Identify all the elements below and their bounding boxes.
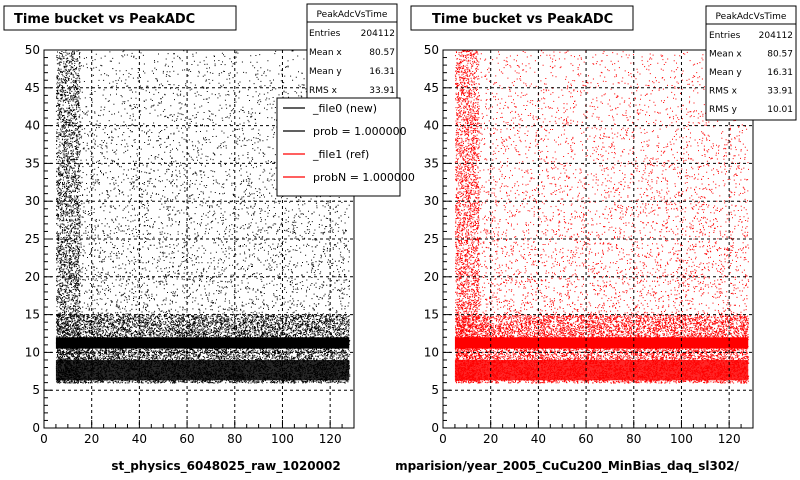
stats-row-value: 33.91 <box>767 87 793 97</box>
y-tick-label: 20 <box>424 270 439 284</box>
legend-entries: _file0 (new) prob = 1.000000 _file1 (ref) p… <box>283 102 415 184</box>
stats-row-label: RMS y <box>709 105 738 115</box>
y-tick-label: 15 <box>25 308 40 322</box>
x-tick-label: 40 <box>531 432 546 446</box>
stats-row-value: 204112 <box>361 29 395 39</box>
stats-row-label: Entries <box>709 31 741 41</box>
y-tick-label: 0 <box>32 421 40 435</box>
stats-row-label: Entries <box>309 29 341 39</box>
stats-row-value: 16.31 <box>369 67 395 77</box>
x-tick-label: 60 <box>578 432 593 446</box>
scatter-dense-band <box>454 337 749 349</box>
scatter-point-cloud <box>454 50 750 384</box>
y-tick-label: 45 <box>424 81 439 95</box>
left-stats-rows: Entries 204112 Mean x 80.57 Mean y 16.31 RMS x… <box>309 29 395 96</box>
x-tick-label: 60 <box>179 432 194 446</box>
x-tick-label: 20 <box>84 432 99 446</box>
right-y-ticks: 0 5 10 15 20 25 30 35 40 45 50 <box>424 43 451 435</box>
y-tick-label: 40 <box>25 119 40 133</box>
y-tick-label: 20 <box>25 270 40 284</box>
y-tick-label: 50 <box>424 43 439 57</box>
left-scatter-points <box>55 50 351 384</box>
legend-box: _file0 (new) prob = 1.000000 _file1 (ref) p… <box>276 97 415 197</box>
stats-row-label: Mean x <box>309 48 342 58</box>
x-tick-label: 80 <box>227 432 242 446</box>
y-tick-label: 30 <box>25 194 40 208</box>
y-tick-label: 25 <box>424 232 439 246</box>
y-tick-label: 35 <box>25 156 40 170</box>
stats-row-label: RMS x <box>309 86 338 96</box>
x-tick-label: 120 <box>718 432 741 446</box>
y-tick-label: 30 <box>424 194 439 208</box>
y-tick-label: 5 <box>32 383 40 397</box>
stats-row-label: Mean x <box>709 50 742 60</box>
stats-row-value: 33.91 <box>369 86 395 96</box>
x-tick-label: 20 <box>483 432 498 446</box>
right-x-ticks: 0 20 40 60 80 100 120 <box>439 420 742 446</box>
left-stats-title: PeakAdcVsTime <box>317 10 388 20</box>
y-tick-label: 35 <box>424 156 439 170</box>
x-tick-label: 100 <box>670 432 693 446</box>
stats-row-label: Mean y <box>709 68 742 78</box>
right-stats-box: PeakAdcVsTime Entries 204112 Mean x 80.57 Me… <box>705 5 797 121</box>
right-chart-title: Time bucket vs PeakADC <box>432 12 613 27</box>
stats-row-value: 80.57 <box>767 50 793 60</box>
right-scatter-points <box>454 50 750 384</box>
x-tick-label: 80 <box>626 432 641 446</box>
y-tick-label: 50 <box>25 43 40 57</box>
stats-row-value: 10.01 <box>767 105 793 115</box>
y-tick-label: 15 <box>424 308 439 322</box>
right-grid <box>443 50 753 428</box>
stats-row-value: 16.31 <box>767 68 793 78</box>
y-tick-label: 10 <box>424 345 439 359</box>
x-tick-label: 0 <box>439 432 447 446</box>
right-stats-title: PeakAdcVsTime <box>716 12 787 22</box>
y-tick-label: 5 <box>431 383 439 397</box>
scatter-dense-floor <box>454 359 749 381</box>
scatter-dense-floor <box>55 359 350 381</box>
legend-entry-label: _file1 (ref) <box>312 148 369 161</box>
stats-row-label: RMS x <box>709 87 738 97</box>
left-chart-title: Time bucket vs PeakADC <box>14 12 195 27</box>
left-plot-border <box>43 49 355 429</box>
x-tick-label: 0 <box>40 432 48 446</box>
stats-row-value: 80.57 <box>369 48 395 58</box>
y-tick-label: 0 <box>431 421 439 435</box>
left-panel: Time bucket vs PeakADC 0 20 40 60 80 100 120 0… <box>3 3 415 474</box>
right-plot-border <box>442 49 754 429</box>
legend-entry-label: prob = 1.000000 <box>313 125 407 138</box>
legend-entry-label: probN = 1.000000 <box>313 171 415 184</box>
right-panel: Time bucket vs PeakADC 0 20 40 60 80 100 120 0… <box>395 5 797 474</box>
y-tick-label: 10 <box>25 345 40 359</box>
left-stats-box: PeakAdcVsTime Entries 204112 Mean x 80.57 Me… <box>306 3 398 101</box>
legend-entry-label: _file0 (new) <box>312 102 377 115</box>
x-tick-label: 100 <box>271 432 294 446</box>
y-tick-label: 45 <box>25 81 40 95</box>
right-stats-rows: Entries 204112 Mean x 80.57 Mean y 16.31 RMS x… <box>709 31 793 115</box>
left-title-box: Time bucket vs PeakADC <box>3 5 237 31</box>
left-x-axis-label: st_physics_6048025_raw_1020002 <box>111 459 340 474</box>
scatter-dense-band <box>55 337 350 349</box>
scatter-point-cloud <box>55 50 351 384</box>
x-tick-label: 120 <box>319 432 342 446</box>
left-x-ticks: 0 20 40 60 80 100 120 <box>40 420 343 446</box>
left-y-ticks: 0 5 10 15 20 25 30 35 40 45 50 <box>25 43 52 435</box>
right-x-axis-label: mparision/year_2005_CuCu200_MinBias_daq_… <box>395 459 739 474</box>
stats-row-label: Mean y <box>309 67 342 77</box>
y-tick-label: 25 <box>25 232 40 246</box>
stats-row-value: 204112 <box>759 31 793 41</box>
y-tick-label: 40 <box>424 119 439 133</box>
right-title-box: Time bucket vs PeakADC <box>410 5 634 31</box>
x-tick-label: 40 <box>132 432 147 446</box>
